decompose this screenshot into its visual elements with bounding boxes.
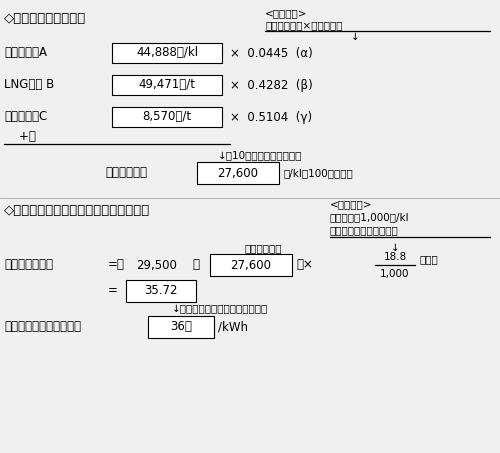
Text: 49,471円/t: 49,471円/t (138, 78, 196, 92)
Text: /kWh: /kWh (218, 321, 248, 333)
Text: 8,570円/t: 8,570円/t (142, 111, 192, 124)
FancyBboxPatch shape (126, 280, 196, 302)
Text: 平均燃料価格: 平均燃料価格 (244, 243, 282, 253)
Text: ↓（小数点以下第１位四捨五入）: ↓（小数点以下第１位四捨五入） (172, 304, 268, 314)
Text: 平均燃料価格: 平均燃料価格 (105, 167, 147, 179)
Text: 18.8: 18.8 (384, 252, 406, 262)
Text: 27,600: 27,600 (230, 259, 272, 271)
Text: ×  0.4282  (β): × 0.4282 (β) (230, 78, 313, 92)
Text: ×  0.5104  (γ): × 0.5104 (γ) (230, 111, 312, 124)
FancyBboxPatch shape (112, 43, 222, 63)
Text: ↓: ↓ (350, 32, 360, 42)
Text: 円/kl（100円単位）: 円/kl（100円単位） (284, 168, 354, 178)
Text: 燃料費調整単価（税込）: 燃料費調整単価（税込） (4, 321, 81, 333)
Text: －: － (192, 259, 199, 271)
Text: LNG価格 B: LNG価格 B (4, 78, 54, 92)
Text: 変動した場合の料金変動: 変動した場合の料金変動 (330, 225, 399, 235)
Text: 36銭: 36銭 (170, 321, 192, 333)
Text: ↓: ↓ (390, 243, 400, 253)
FancyBboxPatch shape (197, 162, 279, 184)
Text: 原油価格　A: 原油価格 A (4, 47, 47, 59)
Text: 燃料費調整単価: 燃料費調整単価 (4, 259, 53, 271)
FancyBboxPatch shape (210, 254, 292, 276)
Text: ◇燃料費調整単価の査定（低圧の場合）: ◇燃料費調整単価の査定（低圧の場合） (4, 203, 150, 217)
Text: 29,500: 29,500 (136, 259, 177, 271)
Text: ）×: ）× (296, 259, 313, 271)
Text: 原油換算係数×熱量構成比: 原油換算係数×熱量構成比 (265, 20, 342, 30)
Text: <基準単価>: <基準単価> (330, 199, 372, 209)
Text: 35.72: 35.72 (144, 284, 178, 298)
FancyBboxPatch shape (112, 107, 222, 127)
Text: ◇平均燃料価格の査定: ◇平均燃料価格の査定 (4, 12, 86, 25)
Text: +）: +） (4, 130, 36, 143)
Text: <換算係数>: <換算係数> (265, 8, 308, 18)
FancyBboxPatch shape (112, 75, 222, 95)
Text: 石炭価格　C: 石炭価格 C (4, 111, 47, 124)
Text: =: = (108, 284, 118, 298)
Text: =（: =（ (108, 259, 125, 271)
Text: ×  0.0445  (α): × 0.0445 (α) (230, 47, 313, 59)
FancyBboxPatch shape (148, 316, 214, 338)
Text: （銭）: （銭） (420, 254, 439, 264)
Text: ↓（10円の位で四捨五入）: ↓（10円の位で四捨五入） (218, 150, 302, 160)
Text: 27,600: 27,600 (218, 167, 258, 179)
Text: 44,888円/kl: 44,888円/kl (136, 47, 198, 59)
Text: 燃料価格が1,000円/kl: 燃料価格が1,000円/kl (330, 212, 409, 222)
Text: 1,000: 1,000 (380, 269, 410, 279)
